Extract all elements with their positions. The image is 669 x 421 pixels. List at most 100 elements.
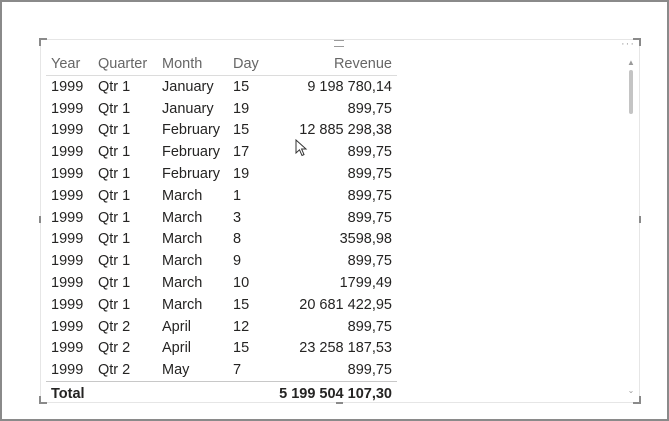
chevron-up-icon[interactable]: ▲ [627, 58, 635, 67]
cell-revenue: 899,75 [347, 253, 392, 270]
vertical-scrollbar[interactable]: ▲ ⌄ [626, 58, 636, 395]
cell-month: March [162, 253, 203, 270]
cell-revenue: 3598,98 [339, 231, 392, 248]
resize-handle-bottom-left[interactable] [39, 396, 47, 404]
table-row[interactable]: 1999 Qtr 1 March 10 1799,49 [46, 272, 397, 294]
cell-quarter: Qtr 1 [98, 231, 131, 248]
cell-day: 10 [233, 275, 250, 292]
cell-year: 1999 [51, 144, 84, 161]
cell-month: May [162, 362, 190, 379]
cell-quarter: Qtr 1 [98, 296, 131, 313]
table-row[interactable]: 1999 Qtr 1 February 17 899,75 [46, 141, 397, 163]
cell-day: 8 [233, 231, 242, 248]
drag-handle-icon[interactable] [334, 40, 344, 47]
table-row[interactable]: 1999 Qtr 2 April 15 23 258 187,53 [46, 338, 397, 360]
cell-day: 9 [233, 253, 242, 270]
cell-month: March [162, 231, 203, 248]
cell-month: April [162, 340, 192, 357]
cell-quarter: Qtr 1 [98, 275, 131, 292]
cell-revenue: 899,75 [347, 144, 392, 161]
total-empty-cell [157, 381, 228, 407]
cell-month: January [162, 78, 214, 95]
cell-year: 1999 [51, 187, 84, 204]
cell-quarter: Qtr 2 [98, 318, 131, 335]
column-header-quarter[interactable]: Quarter [93, 53, 157, 76]
table-visual[interactable]: ··· Year Quarter Month Day Revenue 1999 Q… [39, 38, 641, 407]
cell-year: 1999 [51, 340, 84, 357]
resize-handle-bottom-right[interactable] [633, 396, 641, 404]
cell-month: April [162, 318, 192, 335]
cell-month: February [162, 144, 221, 161]
cell-year: 1999 [51, 100, 84, 117]
cell-year: 1999 [51, 231, 84, 248]
cell-day: 19 [233, 166, 250, 183]
cell-year: 1999 [51, 122, 84, 139]
cell-year: 1999 [51, 253, 84, 270]
table-row[interactable]: 1999 Qtr 2 April 12 899,75 [46, 316, 397, 338]
cell-revenue: 12 885 298,38 [299, 122, 392, 139]
cell-revenue: 899,75 [347, 166, 392, 183]
table-row[interactable]: 1999 Qtr 1 March 15 20 681 422,95 [46, 294, 397, 316]
cell-quarter: Qtr 1 [98, 144, 131, 161]
cell-month: March [162, 275, 203, 292]
table-row[interactable]: 1999 Qtr 1 March 3 899,75 [46, 207, 397, 229]
table-row[interactable]: 1999 Qtr 2 May 7 899,75 [46, 359, 397, 381]
cell-revenue: 899,75 [347, 362, 392, 379]
cell-day: 19 [233, 100, 250, 117]
cell-quarter: Qtr 1 [98, 187, 131, 204]
table-row[interactable]: 1999 Qtr 1 January 19 899,75 [46, 98, 397, 120]
cell-month: March [162, 209, 203, 226]
table-row[interactable]: 1999 Qtr 1 March 1 899,75 [46, 185, 397, 207]
scroll-thumb[interactable] [629, 70, 633, 114]
cell-day: 17 [233, 144, 250, 161]
cell-month: February [162, 166, 221, 183]
cell-year: 1999 [51, 296, 84, 313]
resize-handle-top-left[interactable] [39, 38, 47, 46]
table-body: 1999 Qtr 1 January 15 9 198 780,14 1999 Qtr 1 J… [46, 76, 397, 382]
cell-quarter: Qtr 1 [98, 78, 131, 95]
table-row[interactable]: 1999 Qtr 1 January 15 9 198 780,14 [46, 76, 397, 98]
cell-day: 3 [233, 209, 242, 226]
cell-revenue: 899,75 [347, 100, 392, 117]
total-row: Total 5 199 504 107,30 [46, 381, 397, 407]
cell-day: 15 [233, 78, 250, 95]
cell-day: 1 [233, 187, 242, 204]
resize-handle-right[interactable] [639, 216, 641, 223]
cell-month: February [162, 122, 221, 139]
cell-revenue: 899,75 [347, 318, 392, 335]
cell-year: 1999 [51, 166, 84, 183]
resize-handle-top-right[interactable] [633, 38, 641, 46]
chevron-down-icon[interactable]: ⌄ [627, 386, 635, 395]
cell-day: 12 [233, 318, 250, 335]
table-row[interactable]: 1999 Qtr 1 February 15 12 885 298,38 [46, 120, 397, 142]
column-header-revenue[interactable]: Revenue [272, 53, 397, 76]
cell-day: 7 [233, 362, 242, 379]
cell-quarter: Qtr 1 [98, 122, 131, 139]
cell-quarter: Qtr 2 [98, 362, 131, 379]
cell-year: 1999 [51, 78, 84, 95]
cell-quarter: Qtr 2 [98, 340, 131, 357]
table-row[interactable]: 1999 Qtr 1 February 19 899,75 [46, 163, 397, 185]
mouse-pointer-icon [295, 139, 308, 157]
total-empty-cell [228, 381, 272, 407]
more-options-icon[interactable]: ··· [621, 38, 635, 50]
cell-month: January [162, 100, 214, 117]
cell-day: 15 [233, 122, 250, 139]
cell-revenue: 23 258 187,53 [299, 340, 392, 357]
cell-revenue: 899,75 [347, 209, 392, 226]
total-label: Total [46, 381, 93, 407]
cell-month: March [162, 187, 203, 204]
cell-revenue: 20 681 422,95 [299, 296, 392, 313]
cell-year: 1999 [51, 209, 84, 226]
table-row[interactable]: 1999 Qtr 1 March 8 3598,98 [46, 229, 397, 251]
column-header-year[interactable]: Year [46, 53, 93, 76]
cell-year: 1999 [51, 275, 84, 292]
column-header-day[interactable]: Day [228, 53, 272, 76]
table-row[interactable]: 1999 Qtr 1 March 9 899,75 [46, 250, 397, 272]
column-header-month[interactable]: Month [157, 53, 228, 76]
cell-revenue: 899,75 [347, 187, 392, 204]
resize-handle-left[interactable] [39, 216, 41, 223]
table-header-row: Year Quarter Month Day Revenue [46, 53, 397, 76]
cell-revenue: 9 198 780,14 [307, 78, 392, 95]
